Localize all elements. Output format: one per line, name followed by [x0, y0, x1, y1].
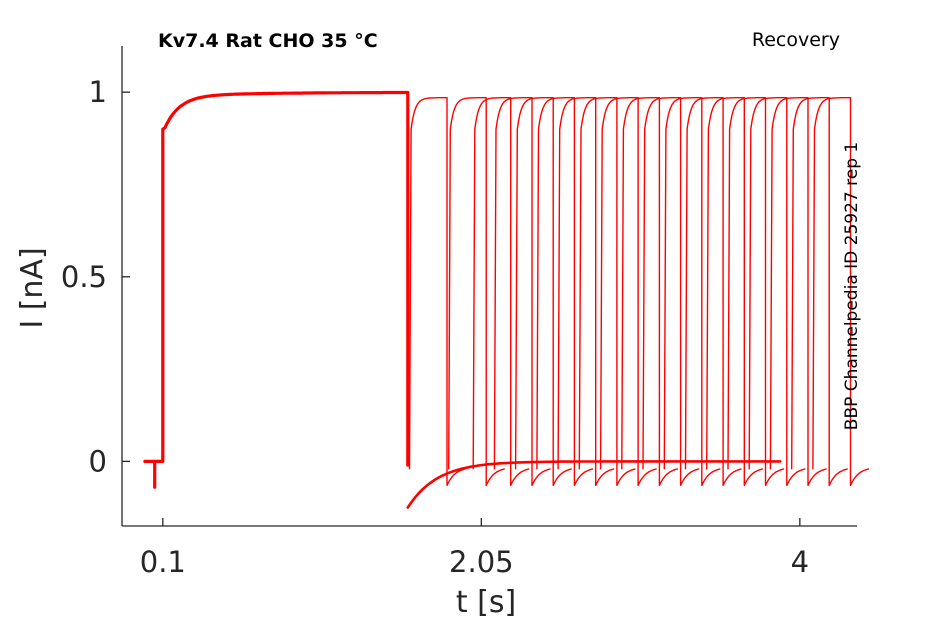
source-label: BBP Channelpedia ID 25927 rep 1 [842, 142, 862, 430]
test-pulse-trace [663, 97, 721, 487]
test-pulse-trace [514, 97, 572, 487]
test-pulse-trace [706, 97, 763, 487]
test-pulse-trace [769, 97, 827, 487]
test-pulse-trace [448, 97, 505, 487]
x-axis-label: t [s] [456, 585, 516, 620]
test-pulse-trace [684, 97, 742, 487]
x-axis-ticks: 0.1 2.05 4 [140, 518, 809, 579]
recovery-tail-trace [406, 460, 782, 509]
test-pulse-trace [599, 97, 657, 487]
prepulse-trace [143, 90, 410, 489]
test-pulse-trace [748, 97, 806, 487]
y-tick-label: 1 [89, 75, 107, 109]
test-pulse-trace [557, 97, 615, 487]
test-pulse-trace [791, 97, 848, 487]
x-tick-label: 0.1 [140, 545, 186, 579]
y-axis-ticks: 00.51 [61, 75, 130, 478]
protocol-label: Recovery [752, 29, 840, 51]
chart-title: Kv7.4 Rat CHO 35 °C [158, 30, 378, 52]
test-pulse-trace [472, 97, 530, 487]
test-pulse-trace [578, 97, 636, 487]
y-tick-label: 0 [89, 444, 107, 478]
test-pulse-trace [727, 97, 785, 487]
test-pulse-trace [408, 97, 466, 487]
test-pulse-trace [642, 97, 700, 487]
test-pulse-trace [812, 97, 870, 487]
test-pulse-trace [493, 97, 551, 487]
y-axis-label: I [nA] [15, 247, 50, 328]
y-tick-label: 0.5 [61, 260, 107, 294]
test-pulse-trace [621, 97, 678, 487]
test-pulse-trace [536, 97, 594, 487]
plot-traces [143, 90, 870, 509]
x-tick-label: 4 [791, 545, 809, 579]
x-tick-label: 2.05 [449, 545, 514, 579]
